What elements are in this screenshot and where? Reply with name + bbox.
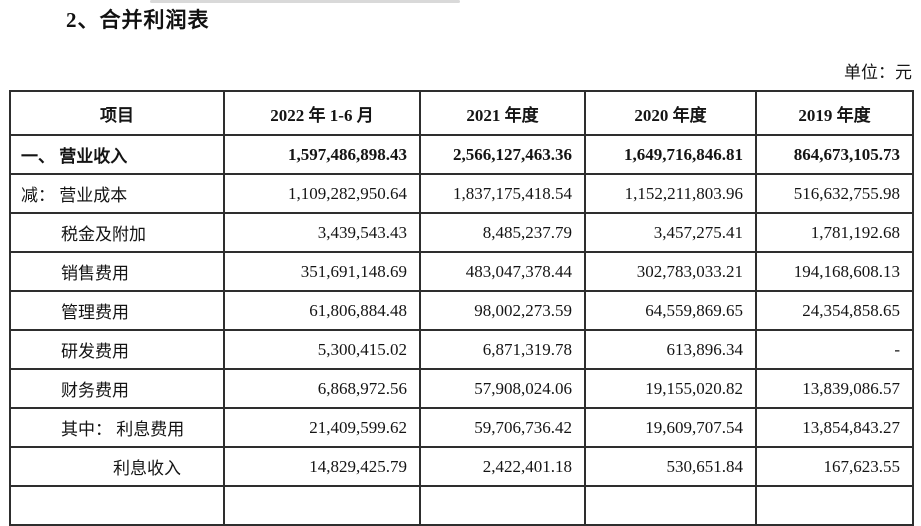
row-label: 销售费用 (9, 251, 225, 292)
cell-value: 1,781,192.68 (755, 212, 914, 253)
table-row (9, 485, 914, 526)
column-header-2019: 2019 年度 (755, 90, 914, 136)
table-row: 管理费用 61,806,884.48 98,002,273.59 64,559,869… (9, 290, 914, 331)
cell-value: 5,300,415.02 (223, 329, 421, 370)
cell-value: 351,691,148.69 (223, 251, 421, 292)
section-title: 2、合并利润表 (66, 8, 210, 32)
cell-value: 13,839,086.57 (755, 368, 914, 409)
income-statement-table: 项目 2022 年 1-6 月 2021 年度 2020 年度 2019 年度 … (9, 90, 914, 526)
cell-value: 8,485,237.79 (419, 212, 586, 253)
cell-value: 1,152,211,803.96 (584, 173, 757, 214)
cell-value: 483,047,378.44 (419, 251, 586, 292)
column-header-item: 项目 (9, 90, 225, 136)
cell-value: 3,457,275.41 (584, 212, 757, 253)
cell-value: 613,896.34 (584, 329, 757, 370)
cell-value: 1,597,486,898.43 (223, 134, 421, 175)
row-label: 减： 营业成本 (9, 173, 225, 214)
cell-value: 1,109,282,950.64 (223, 173, 421, 214)
cell-value: 19,155,020.82 (584, 368, 757, 409)
column-header-2020: 2020 年度 (584, 90, 757, 136)
cell-value: 57,908,024.06 (419, 368, 586, 409)
cell-value: 59,706,736.42 (419, 407, 586, 448)
table-row: 财务费用 6,868,972.56 57,908,024.06 19,155,020.… (9, 368, 914, 409)
row-label: 财务费用 (9, 368, 225, 409)
cell-value (755, 485, 914, 526)
row-label: 管理费用 (9, 290, 225, 331)
cell-value: 21,409,599.62 (223, 407, 421, 448)
row-label: 税金及附加 (9, 212, 225, 253)
table-row: 税金及附加 3,439,543.43 8,485,237.79 3,457,275.4… (9, 212, 914, 253)
cell-value: 61,806,884.48 (223, 290, 421, 331)
cell-value (223, 485, 421, 526)
cell-value: 3,439,543.43 (223, 212, 421, 253)
row-label: 研发费用 (9, 329, 225, 370)
cell-value: 302,783,033.21 (584, 251, 757, 292)
cell-value: 64,559,869.65 (584, 290, 757, 331)
unit-label: 单位：元 (844, 63, 912, 82)
row-label: 利息收入 (9, 446, 225, 487)
header-row: 项目 2022 年 1-6 月 2021 年度 2020 年度 2019 年度 (9, 90, 914, 136)
cell-value: 2,422,401.18 (419, 446, 586, 487)
cell-value: 194,168,608.13 (755, 251, 914, 292)
cell-value: 19,609,707.54 (584, 407, 757, 448)
table-row: 一、 营业收入 1,597,486,898.43 2,566,127,463.36 1… (9, 134, 914, 175)
cell-value: 1,649,716,846.81 (584, 134, 757, 175)
cell-value (584, 485, 757, 526)
cell-value: 864,673,105.73 (755, 134, 914, 175)
table-row: 研发费用 5,300,415.02 6,871,319.78 613,896.34- (9, 329, 914, 370)
column-header-2021: 2021 年度 (419, 90, 586, 136)
cell-value: 24,354,858.65 (755, 290, 914, 331)
cell-value: 1,837,175,418.54 (419, 173, 586, 214)
cell-value (419, 485, 586, 526)
cell-value: 98,002,273.59 (419, 290, 586, 331)
cell-value: 13,854,843.27 (755, 407, 914, 448)
table-row: 销售费用 351,691,148.69 483,047,378.44 302,783,… (9, 251, 914, 292)
table-row: 利息收入 14,829,425.79 2,422,401.18 530,651.84 1… (9, 446, 914, 487)
cell-value: 530,651.84 (584, 446, 757, 487)
cell-value: 516,632,755.98 (755, 173, 914, 214)
table-row: 其中： 利息费用 21,409,599.62 59,706,736.42 19,609… (9, 407, 914, 448)
cell-value: 6,871,319.78 (419, 329, 586, 370)
cropped-text-remnant (150, 0, 460, 3)
table-body: 一、 营业收入 1,597,486,898.43 2,566,127,463.36 1… (9, 134, 914, 526)
row-label: 其中： 利息费用 (9, 407, 225, 448)
column-header-2022h1: 2022 年 1-6 月 (223, 90, 421, 136)
cell-value: 14,829,425.79 (223, 446, 421, 487)
cell-value: 2,566,127,463.36 (419, 134, 586, 175)
table-row: 减： 营业成本 1,109,282,950.64 1,837,175,418.54 1… (9, 173, 914, 214)
cell-value: 6,868,972.56 (223, 368, 421, 409)
cell-value: - (755, 329, 914, 370)
row-label (9, 485, 225, 526)
cell-value: 167,623.55 (755, 446, 914, 487)
table-header: 项目 2022 年 1-6 月 2021 年度 2020 年度 2019 年度 (9, 90, 914, 136)
row-label: 一、 营业收入 (9, 134, 225, 175)
